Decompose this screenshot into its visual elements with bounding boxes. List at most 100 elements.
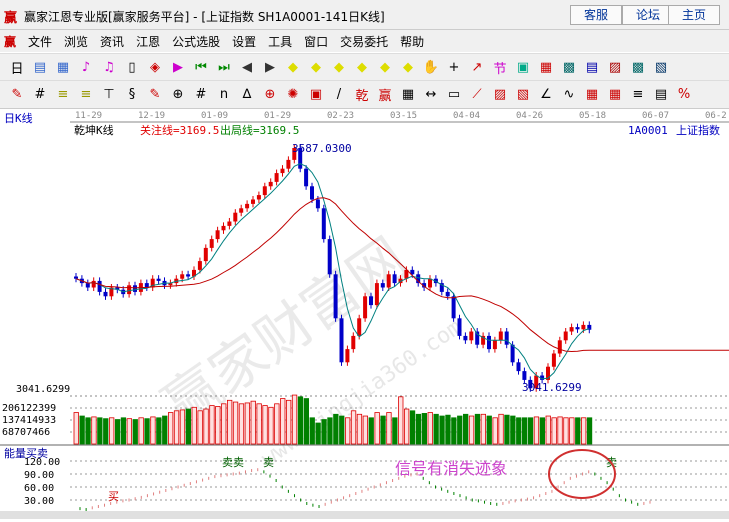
volume-bar <box>457 415 463 445</box>
ying-icon[interactable]: 赢 <box>378 89 392 104</box>
service-button[interactable]: 客服 <box>570 5 622 25</box>
menu-browse[interactable]: 浏览 <box>64 34 89 49</box>
candle <box>156 275 161 285</box>
gann-sq-icon[interactable]: ▣ <box>516 60 530 75</box>
menu-help[interactable]: 帮助 <box>400 34 425 49</box>
chart-b-icon[interactable]: ♫ <box>103 60 115 75</box>
volume-bar <box>268 406 274 445</box>
chart-area[interactable]: 日K线 11-29 12-19 01-09 01-29 02-23 03-15 04-04 0… <box>0 107 729 519</box>
hand-icon[interactable]: ✋ <box>422 60 440 75</box>
indicator-icon[interactable]: ▤ <box>33 60 47 75</box>
high-price-label: 3587.0300 <box>292 142 352 155</box>
network-icon[interactable]: ▩ <box>631 60 645 75</box>
chart-a-icon[interactable]: ♪ <box>81 60 91 75</box>
volume-bar <box>415 413 422 445</box>
grid2-icon[interactable]: ▦ <box>608 87 622 102</box>
grid1-icon[interactable]: ▦ <box>585 87 599 102</box>
energy-axis-label: 120.00 <box>24 457 60 468</box>
candle <box>380 279 385 292</box>
diamond-lr-icon[interactable]: ◆ <box>334 60 344 75</box>
export-icon[interactable]: ▧ <box>654 60 668 75</box>
measure-icon[interactable]: ↔ <box>425 87 437 102</box>
candle <box>197 257 202 274</box>
lines3-icon[interactable]: ≡ <box>632 87 644 102</box>
candle <box>227 217 232 230</box>
candle <box>392 270 397 287</box>
menu-settings[interactable]: 设置 <box>232 34 257 49</box>
gann-icon[interactable]: ◈ <box>150 60 160 75</box>
menu-window[interactable]: 窗口 <box>304 34 329 49</box>
diamond-x-icon[interactable]: ◆ <box>357 60 367 75</box>
calendar-icon[interactable]: ▦ <box>539 60 553 75</box>
pen-icon[interactable]: ✎ <box>11 87 23 102</box>
gold1-icon[interactable]: ≡ <box>57 87 69 102</box>
home-button[interactable]: 主页 <box>668 5 720 25</box>
calculator-icon[interactable]: ▩ <box>562 60 576 75</box>
lines2-icon[interactable]: / <box>336 87 342 102</box>
volume-bar <box>575 417 581 445</box>
save-icon[interactable]: ▨ <box>608 60 622 75</box>
square-icon[interactable]: ▣ <box>309 87 323 102</box>
kline-chart[interactable]: 日K线 11-29 12-19 01-09 01-29 02-23 03-15 04-04 0… <box>0 107 729 519</box>
menu-trade[interactable]: 交易委托 <box>340 34 389 49</box>
stock-code: 1A0001 <box>628 124 668 137</box>
volume-bar <box>516 417 522 445</box>
diamond-right-icon[interactable]: ◆ <box>311 60 321 75</box>
period-day-icon[interactable]: 日 <box>10 62 24 77</box>
angle2-icon[interactable]: ∠ <box>540 87 552 102</box>
candle <box>481 332 486 349</box>
draw-icon[interactable]: ↗ <box>471 60 483 75</box>
draw2-icon[interactable]: ✎ <box>149 87 161 102</box>
crosshair-icon[interactable]: + <box>448 60 460 75</box>
notes-icon[interactable]: ▤ <box>585 60 599 75</box>
diamond-all-icon[interactable]: ◆ <box>403 60 413 75</box>
fan2-icon[interactable]: ▧ <box>516 87 530 102</box>
wheel-icon[interactable]: ✺ <box>287 87 299 102</box>
lines-icon[interactable]: # <box>34 87 46 102</box>
grid-box-icon[interactable]: ▨ <box>493 87 507 102</box>
diamond-left-icon[interactable]: ◆ <box>288 60 298 75</box>
table-icon[interactable]: ▤ <box>654 87 668 102</box>
wave-icon[interactable]: ∿ <box>563 87 575 102</box>
candle <box>528 376 533 392</box>
color-icon[interactable]: ▶ <box>173 60 183 75</box>
gold2-icon[interactable]: ≡ <box>80 87 92 102</box>
next-icon[interactable]: ▶ <box>265 60 275 75</box>
volume-bar <box>162 415 168 445</box>
parallel-icon[interactable]: # <box>195 87 207 102</box>
menu-file[interactable]: 文件 <box>28 34 53 49</box>
volume-bar <box>474 413 481 445</box>
angle-icon[interactable]: ∆ <box>242 87 252 102</box>
menu-tools[interactable]: 工具 <box>268 34 293 49</box>
menu-formula[interactable]: 公式选股 <box>172 34 221 49</box>
signal-label: 卖卖 <box>222 456 244 469</box>
qian-icon[interactable]: 乾 <box>355 89 369 104</box>
fan-icon[interactable]: ⟋ <box>472 87 482 102</box>
candle <box>522 367 527 384</box>
volume-bar <box>79 415 85 445</box>
candle-icon[interactable]: ▯ <box>128 60 136 75</box>
prev-icon[interactable]: ◀ <box>242 60 252 75</box>
target-icon[interactable]: ⊕ <box>264 87 276 102</box>
circle-icon[interactable]: ⊕ <box>172 87 184 102</box>
ruler-icon[interactable]: ▦ <box>401 87 415 102</box>
candle <box>575 323 580 333</box>
jie-icon[interactable]: 节 <box>493 62 507 77</box>
forum-button[interactable]: 论坛 <box>622 5 674 25</box>
volume-bar <box>297 396 304 445</box>
menu-news[interactable]: 资讯 <box>100 34 125 49</box>
first-icon[interactable]: ⏮ <box>195 60 207 75</box>
box-icon[interactable]: ▭ <box>447 87 461 102</box>
percent-icon[interactable]: % <box>677 87 691 102</box>
diamond-4-icon[interactable]: ◆ <box>380 60 390 75</box>
last-icon[interactable]: ⏭ <box>218 60 230 75</box>
spiral-icon[interactable]: § <box>128 87 136 102</box>
stock-chart-icon[interactable]: ▦ <box>56 60 70 75</box>
menu-gann[interactable]: 江恩 <box>136 34 161 49</box>
fibn-icon[interactable]: n <box>219 87 229 102</box>
volume-bar <box>356 413 363 445</box>
volume-bar <box>433 413 439 445</box>
fib-icon[interactable]: ⊤ <box>103 87 115 102</box>
volume-bar <box>114 419 121 445</box>
volume-bar <box>480 413 487 445</box>
